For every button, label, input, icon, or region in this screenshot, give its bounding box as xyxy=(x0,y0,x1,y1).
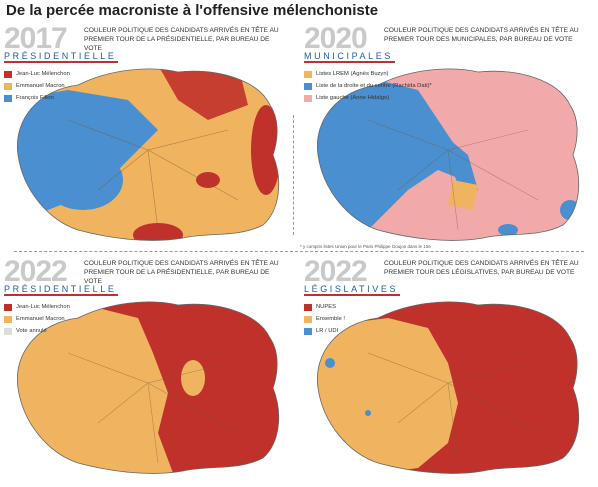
description: COULEUR POLITIQUE DES CANDIDATS ARRIVÉS … xyxy=(84,260,279,285)
panel: 2017 PRÉSIDENTIELLE COULEUR POLITIQUE DE… xyxy=(0,22,292,254)
panel: 2022 LÉGISLATIVES COULEUR POLITIQUE DES … xyxy=(300,255,592,487)
legend-item: Vote annulé xyxy=(4,325,70,337)
year: 2017 xyxy=(4,22,68,55)
legend-swatch xyxy=(304,94,312,102)
legend-swatch xyxy=(304,315,312,323)
map xyxy=(16,68,280,241)
map xyxy=(316,301,580,474)
footnote: * y compris listes Union pour le Paris P… xyxy=(300,244,431,249)
legend-label: François Fillon xyxy=(16,95,54,101)
legend-label: Vote annulé xyxy=(16,328,47,334)
legend: NUPES Ensemble ! LR / UDI xyxy=(304,301,345,337)
separator xyxy=(293,115,294,235)
legend-swatch xyxy=(4,327,12,335)
description: COULEUR POLITIQUE DES CANDIDATS ARRIVÉS … xyxy=(384,260,579,276)
legend-item: Jean-Luc Mélenchon xyxy=(4,301,70,313)
legend: Listes LREM (Agnès Buzyn) Liste de la dro… xyxy=(304,68,432,104)
separator xyxy=(14,251,584,252)
legend: Jean-Luc Mélenchon Emmanuel Macron Vote an… xyxy=(4,301,70,337)
legend-label: Jean-Luc Mélenchon xyxy=(16,71,70,77)
year: 2022 xyxy=(304,255,368,288)
legend-item: François Fillon xyxy=(4,92,70,104)
legend-label: Emmanuel Macron xyxy=(16,83,65,89)
legend-swatch xyxy=(4,303,12,311)
description: COULEUR POLITIQUE DES CANDIDATS ARRIVÉS … xyxy=(384,27,579,43)
panel: 2020 MUNICIPALES COULEUR POLITIQUE DES C… xyxy=(300,22,592,254)
legend: Jean-Luc Mélenchon Emmanuel Macron Françoi… xyxy=(4,68,70,104)
legend-label: LR / UDI xyxy=(316,328,339,334)
legend-item: Ensemble ! xyxy=(304,313,345,325)
description: COULEUR POLITIQUE DES CANDIDATS ARRIVÉS … xyxy=(84,27,279,52)
election-label: PRÉSIDENTIELLE xyxy=(4,284,119,296)
legend-item: Emmanuel Macron xyxy=(4,80,70,92)
legend-item: Emmanuel Macron xyxy=(4,313,70,325)
election-label: LÉGISLATIVES xyxy=(304,284,401,296)
legend-label: Liste de la droite et du centre (Rachida… xyxy=(316,83,432,89)
legend-label: Listes LREM (Agnès Buzyn) xyxy=(316,71,389,77)
legend-item: LR / UDI xyxy=(304,325,345,337)
legend-item: Liste de la droite et du centre (Rachida… xyxy=(304,80,432,92)
legend-label: Liste gauche (Anne Hidalgo) xyxy=(316,95,390,101)
legend-swatch xyxy=(4,315,12,323)
panel: 2022 PRÉSIDENTIELLE COULEUR POLITIQUE DE… xyxy=(0,255,292,487)
legend-swatch xyxy=(304,303,312,311)
election-label: MUNICIPALES xyxy=(304,51,395,63)
year: 2020 xyxy=(304,22,368,55)
legend-item: Listes LREM (Agnès Buzyn) xyxy=(304,68,432,80)
election-label: PRÉSIDENTIELLE xyxy=(4,51,119,63)
legend-item: NUPES xyxy=(304,301,345,313)
legend-swatch xyxy=(4,94,12,102)
legend-label: Emmanuel Macron xyxy=(16,316,65,322)
legend-item: Liste gauche (Anne Hidalgo) xyxy=(304,92,432,104)
legend-swatch xyxy=(304,70,312,78)
legend-item: Jean-Luc Mélenchon xyxy=(4,68,70,80)
legend-label: Jean-Luc Mélenchon xyxy=(16,304,70,310)
legend-label: Ensemble ! xyxy=(316,316,345,322)
map xyxy=(16,301,280,474)
legend-swatch xyxy=(304,327,312,335)
legend-swatch xyxy=(304,82,312,90)
legend-swatch xyxy=(4,82,12,90)
legend-label: NUPES xyxy=(316,304,336,310)
title: De la percée macroniste à l'offensive mé… xyxy=(6,2,379,19)
legend-swatch xyxy=(4,70,12,78)
map xyxy=(316,68,580,241)
year: 2022 xyxy=(4,255,68,288)
